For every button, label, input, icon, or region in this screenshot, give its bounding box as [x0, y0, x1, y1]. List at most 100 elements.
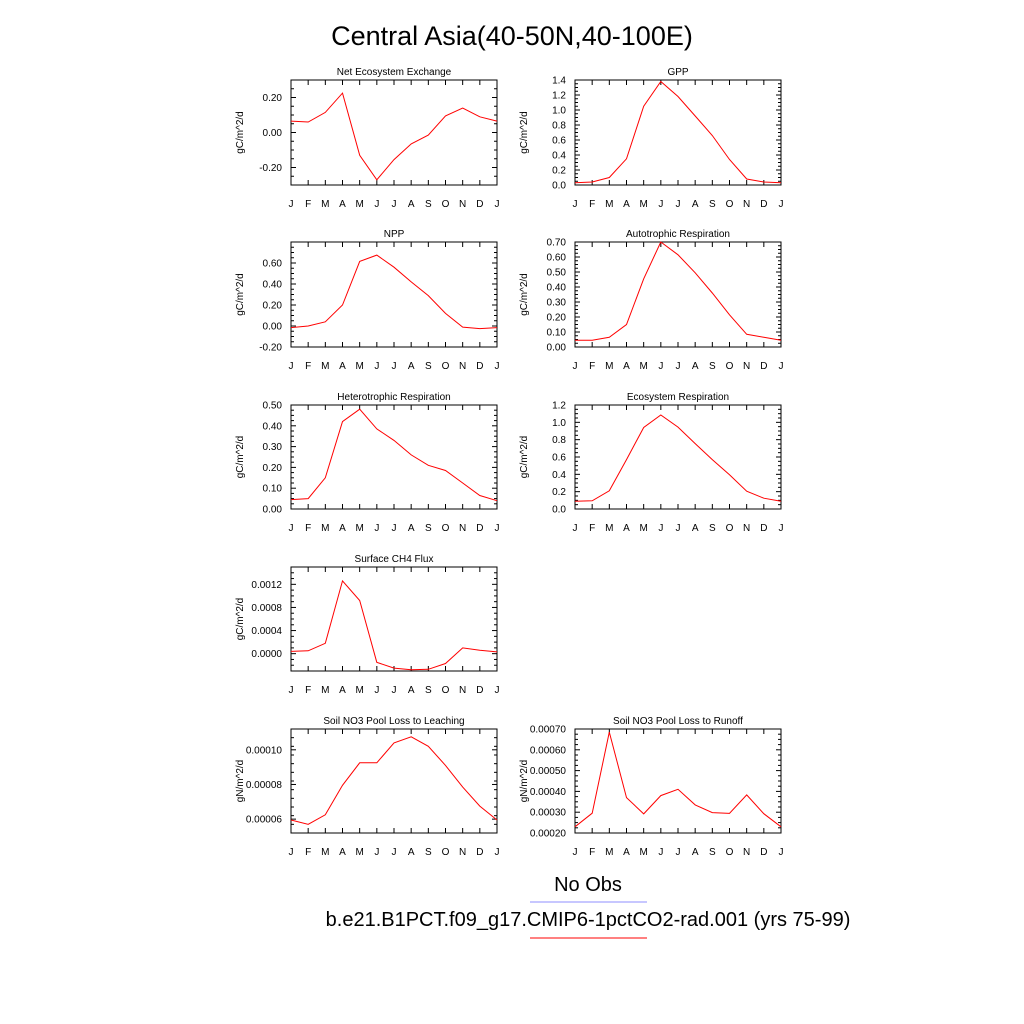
panel-net-ecosystem-exchange-xtick-label: S [425, 199, 432, 210]
panel-soil-no3-pool-loss-to-leaching-ylabel: gN/m^2/d [235, 760, 246, 803]
panel-ecosystem-respiration-xtick-label: F [589, 523, 595, 534]
panel-soil-no3-pool-loss-to-runoff-ytick-label: 0.00060 [530, 745, 567, 756]
panel-autotrophic-respiration-xtick-label: S [709, 361, 716, 372]
panel-soil-no3-pool-loss-to-runoff-xtick-label: S [709, 847, 716, 858]
panel-heterotrophic-respiration-ytick-label: 0.40 [263, 421, 283, 432]
panel-autotrophic-respiration-series-line [575, 241, 782, 341]
panel-surface-ch4-flux-xtick-label: M [321, 685, 329, 696]
panel-gpp-ytick-label: 0.4 [552, 151, 566, 162]
panel-gpp-title: GPP [667, 67, 688, 78]
panel-net-ecosystem-exchange-title: Net Ecosystem Exchange [337, 67, 452, 78]
panel-npp-ytick-label: -0.20 [259, 343, 282, 354]
panel-net-ecosystem-exchange-xtick-label: O [442, 199, 450, 210]
panel-soil-no3-pool-loss-to-runoff-xtick-label: J [779, 847, 784, 858]
panel-gpp-xtick-label: J [658, 199, 663, 210]
panel-soil-no3-pool-loss-to-runoff-xtick-label: O [726, 847, 734, 858]
panel-soil-no3-pool-loss-to-leaching-xtick-label: M [355, 847, 363, 858]
panel-heterotrophic-respiration-xtick-label: J [374, 523, 379, 534]
legend-label-no-obs: No Obs [554, 874, 622, 896]
panel-soil-no3-pool-loss-to-runoff-ytick-label: 0.00050 [530, 766, 567, 777]
panel-npp-ytick-label: 0.00 [263, 322, 283, 333]
panel-gpp-xtick-label: M [605, 199, 613, 210]
panel-surface-ch4-flux-xtick-label: F [305, 685, 311, 696]
panel-soil-no3-pool-loss-to-leaching-ytick-label: 0.00008 [246, 780, 283, 791]
panel-gpp-frame [574, 79, 782, 186]
panel-soil-no3-pool-loss-to-leaching-xtick-label: A [408, 847, 415, 858]
panel-soil-no3-pool-loss-to-runoff-xtick-label: N [743, 847, 750, 858]
panel-soil-no3-pool-loss-to-runoff-series-line [574, 731, 782, 828]
panel-gpp-ytick-label: 1.2 [552, 91, 566, 102]
panel-soil-no3-pool-loss-to-leaching-xtick-label: M [321, 847, 329, 858]
panel-surface-ch4-flux-ytick-label: 0.0012 [251, 580, 282, 591]
panel-net-ecosystem-exchange-xtick-label: J [495, 199, 500, 210]
panel-ecosystem-respiration-ytick-label: 0.8 [552, 435, 566, 446]
panel-net-ecosystem-exchange-xtick-label: F [305, 199, 311, 210]
panel-ecosystem-respiration-ytick-label: 0.6 [552, 453, 566, 464]
panel-surface-ch4-flux-frame [290, 566, 498, 672]
panel-npp-xtick-label: S [425, 361, 432, 372]
panel-soil-no3-pool-loss-to-runoff-xtick-label: J [676, 847, 681, 858]
panel-soil-no3-pool-loss-to-runoff-ytick-label: 0.00020 [530, 829, 567, 840]
panel-soil-no3-pool-loss-to-runoff-xtick-label: J [573, 847, 578, 858]
panel-soil-no3-pool-loss-to-leaching-xtick-label: J [289, 847, 294, 858]
panel-ecosystem-respiration-ytick-label: 0.4 [552, 470, 566, 481]
panel-heterotrophic-respiration-xtick-label: N [459, 523, 466, 534]
panel-soil-no3-pool-loss-to-leaching-xtick-label: D [476, 847, 483, 858]
panel-ecosystem-respiration-ytick-label: 0.0 [552, 505, 566, 516]
panel-heterotrophic-respiration-xtick-label: J [289, 523, 294, 534]
panel-heterotrophic-respiration-xtick-label: O [442, 523, 450, 534]
panel-ecosystem-respiration-ytick-label: 1.0 [552, 418, 566, 429]
panel-ecosystem-respiration-xtick-label: A [623, 523, 630, 534]
panel-gpp-xtick-label: J [573, 199, 578, 210]
panel-surface-ch4-flux-xtick-label: D [476, 685, 483, 696]
panel-gpp-xtick-label: J [676, 199, 681, 210]
panel-net-ecosystem-exchange-xtick-label: M [321, 199, 329, 210]
figure-title: Central Asia(40-50N,40-100E) [331, 21, 693, 51]
panel-autotrophic-respiration-xtick-label: J [658, 361, 663, 372]
panel-npp-xtick-label: M [355, 361, 363, 372]
panel-soil-no3-pool-loss-to-runoff-xtick-label: M [605, 847, 613, 858]
panel-net-ecosystem-exchange-frame [290, 79, 498, 186]
panel-soil-no3-pool-loss-to-runoff-ytick-label: 0.00030 [530, 808, 567, 819]
panel-heterotrophic-respiration-series-line [290, 408, 498, 502]
panel-soil-no3-pool-loss-to-runoff-frame [574, 728, 782, 834]
panel-ecosystem-respiration-xtick-label: D [760, 523, 767, 534]
panel-heterotrophic-respiration-ylabel: gC/m^2/d [235, 436, 246, 479]
panel-soil-no3-pool-loss-to-leaching-series-line [290, 736, 498, 825]
panel-surface-ch4-flux-xtick-label: N [459, 685, 466, 696]
panel-ecosystem-respiration-xtick-label: J [676, 523, 681, 534]
panel-heterotrophic-respiration-xtick-label: S [425, 523, 432, 534]
panel-surface-ch4-flux-xtick-label: S [425, 685, 432, 696]
panel-surface-ch4-flux-xtick-label: A [408, 685, 415, 696]
panel-ecosystem-respiration-xtick-label: J [573, 523, 578, 534]
panel-soil-no3-pool-loss-to-runoff-xtick-label: J [658, 847, 663, 858]
panel-soil-no3-pool-loss-to-runoff-title: Soil NO3 Pool Loss to Runoff [613, 716, 743, 727]
panel-autotrophic-respiration-xtick-label: A [623, 361, 630, 372]
panel-heterotrophic-respiration-ytick-label: 0.50 [263, 401, 283, 412]
figure-legend: No Obs b.e21.B1PCT.f09_g17.CMIP6-1pctCO2… [326, 874, 850, 939]
panel-npp-ytick-label: 0.40 [263, 280, 283, 291]
panel-npp-ylabel: gC/m^2/d [235, 273, 246, 316]
panel-heterotrophic-respiration-title: Heterotrophic Respiration [337, 392, 450, 403]
panel-npp-xtick-label: J [374, 361, 379, 372]
panel-gpp-ytick-label: 0.0 [552, 181, 566, 192]
panel-npp-xtick-label: N [459, 361, 466, 372]
panel-autotrophic-respiration-ytick-label: 0.20 [547, 313, 567, 324]
panel-soil-no3-pool-loss-to-leaching-title: Soil NO3 Pool Loss to Leaching [323, 716, 464, 727]
panel-soil-no3-pool-loss-to-runoff-ylabel: gN/m^2/d [519, 760, 530, 803]
panel-autotrophic-respiration-ytick-label: 0.60 [547, 253, 567, 264]
panel-npp-xtick-label: A [339, 361, 346, 372]
panel-npp-title: NPP [384, 229, 405, 240]
panel-ecosystem-respiration-ytick-label: 0.2 [552, 487, 566, 498]
panel-ecosystem-respiration-xtick-label: J [658, 523, 663, 534]
panel-autotrophic-respiration-ytick-label: 0.00 [547, 343, 567, 354]
panel-soil-no3-pool-loss-to-leaching-xtick-label: S [425, 847, 432, 858]
